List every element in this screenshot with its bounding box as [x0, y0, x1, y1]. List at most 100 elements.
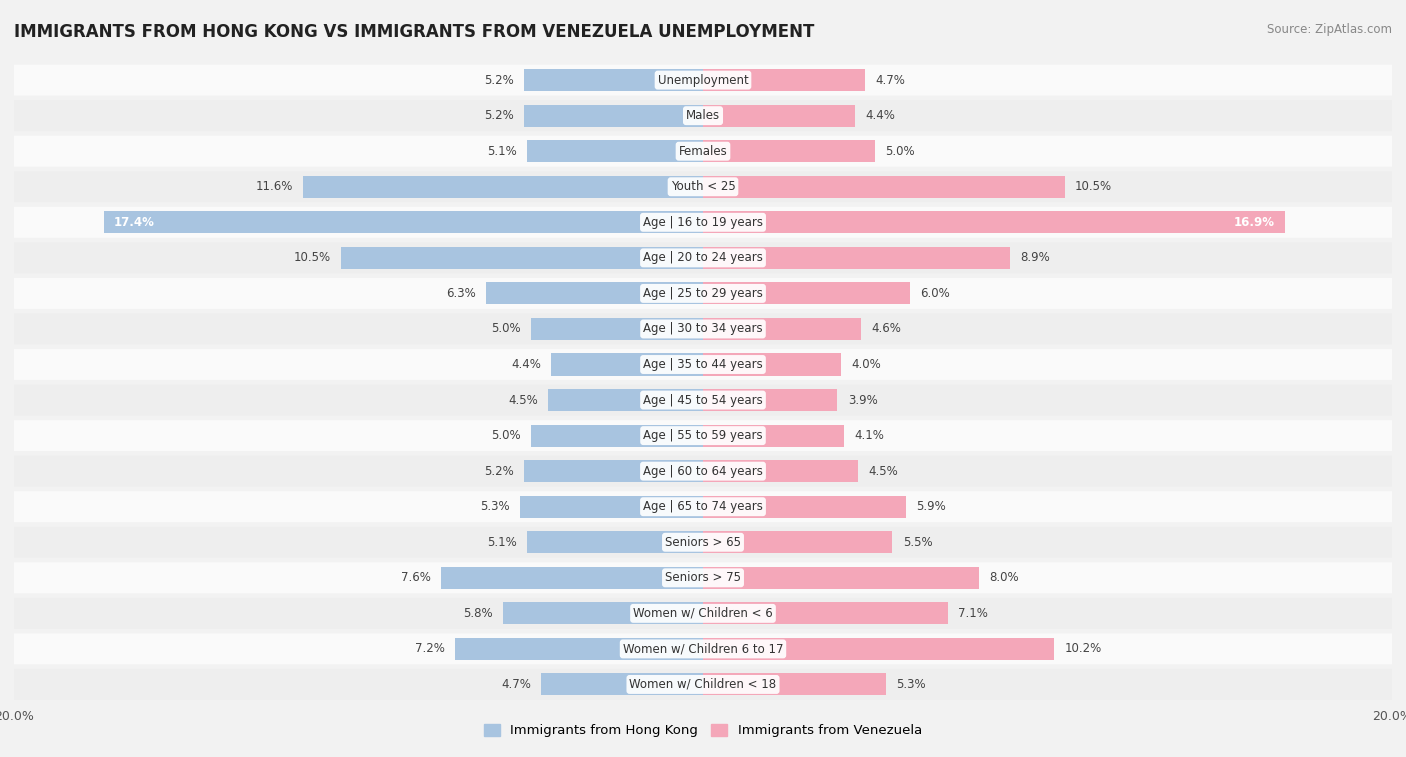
Bar [703, 140, 875, 162]
Text: 7.1%: 7.1% [957, 607, 988, 620]
FancyBboxPatch shape [14, 420, 1392, 451]
Bar [703, 389, 838, 411]
Text: 5.3%: 5.3% [896, 678, 925, 691]
Bar [524, 69, 703, 91]
Text: 4.1%: 4.1% [855, 429, 884, 442]
Text: IMMIGRANTS FROM HONG KONG VS IMMIGRANTS FROM VENEZUELA UNEMPLOYMENT: IMMIGRANTS FROM HONG KONG VS IMMIGRANTS … [14, 23, 814, 41]
Bar [503, 603, 703, 625]
Text: 7.6%: 7.6% [401, 572, 430, 584]
Text: Seniors > 65: Seniors > 65 [665, 536, 741, 549]
Text: 6.3%: 6.3% [446, 287, 475, 300]
Text: Age | 20 to 24 years: Age | 20 to 24 years [643, 251, 763, 264]
FancyBboxPatch shape [14, 207, 1392, 238]
FancyBboxPatch shape [14, 278, 1392, 309]
Text: 4.4%: 4.4% [512, 358, 541, 371]
Text: 7.2%: 7.2% [415, 643, 444, 656]
FancyBboxPatch shape [14, 313, 1392, 344]
Bar [703, 496, 907, 518]
Bar [304, 176, 703, 198]
Text: Age | 30 to 34 years: Age | 30 to 34 years [643, 322, 763, 335]
Text: Seniors > 75: Seniors > 75 [665, 572, 741, 584]
Bar [703, 638, 1054, 660]
Text: 4.5%: 4.5% [869, 465, 898, 478]
FancyBboxPatch shape [14, 385, 1392, 416]
Bar [551, 354, 703, 375]
Bar [703, 531, 893, 553]
FancyBboxPatch shape [14, 491, 1392, 522]
Bar [520, 496, 703, 518]
Text: 4.4%: 4.4% [865, 109, 894, 122]
Text: 5.8%: 5.8% [463, 607, 494, 620]
Text: 11.6%: 11.6% [256, 180, 292, 193]
Text: Age | 16 to 19 years: Age | 16 to 19 years [643, 216, 763, 229]
Text: Women w/ Children < 6: Women w/ Children < 6 [633, 607, 773, 620]
FancyBboxPatch shape [14, 136, 1392, 167]
Text: Age | 60 to 64 years: Age | 60 to 64 years [643, 465, 763, 478]
Bar [548, 389, 703, 411]
Bar [527, 140, 703, 162]
Text: Females: Females [679, 145, 727, 157]
Bar [703, 425, 844, 447]
Bar [703, 282, 910, 304]
Text: Women w/ Children < 18: Women w/ Children < 18 [630, 678, 776, 691]
Bar [703, 318, 862, 340]
Text: 3.9%: 3.9% [848, 394, 877, 407]
Bar [456, 638, 703, 660]
Text: 6.0%: 6.0% [920, 287, 950, 300]
Text: 5.1%: 5.1% [488, 145, 517, 157]
FancyBboxPatch shape [14, 527, 1392, 558]
Text: 8.9%: 8.9% [1019, 251, 1050, 264]
Text: 5.2%: 5.2% [484, 465, 513, 478]
Text: Source: ZipAtlas.com: Source: ZipAtlas.com [1267, 23, 1392, 36]
Bar [524, 104, 703, 126]
Text: 10.5%: 10.5% [1076, 180, 1112, 193]
Bar [703, 460, 858, 482]
Bar [703, 176, 1064, 198]
Text: 5.3%: 5.3% [481, 500, 510, 513]
Text: 4.7%: 4.7% [875, 73, 905, 86]
Bar [486, 282, 703, 304]
Text: 4.0%: 4.0% [851, 358, 882, 371]
Text: 5.2%: 5.2% [484, 109, 513, 122]
Text: Youth < 25: Youth < 25 [671, 180, 735, 193]
Bar [703, 354, 841, 375]
Text: 10.2%: 10.2% [1064, 643, 1102, 656]
Text: Age | 25 to 29 years: Age | 25 to 29 years [643, 287, 763, 300]
Text: 5.0%: 5.0% [491, 322, 520, 335]
Text: 5.9%: 5.9% [917, 500, 946, 513]
Text: 17.4%: 17.4% [114, 216, 155, 229]
Text: 5.1%: 5.1% [488, 536, 517, 549]
Bar [104, 211, 703, 233]
Bar [342, 247, 703, 269]
Text: 5.5%: 5.5% [903, 536, 932, 549]
FancyBboxPatch shape [14, 669, 1392, 700]
Text: 4.6%: 4.6% [872, 322, 901, 335]
Text: 5.0%: 5.0% [491, 429, 520, 442]
Bar [703, 211, 1285, 233]
FancyBboxPatch shape [14, 598, 1392, 629]
Bar [527, 531, 703, 553]
Text: Age | 55 to 59 years: Age | 55 to 59 years [643, 429, 763, 442]
Text: 10.5%: 10.5% [294, 251, 330, 264]
Bar [441, 567, 703, 589]
Bar [524, 460, 703, 482]
Text: 4.5%: 4.5% [508, 394, 537, 407]
Text: Age | 35 to 44 years: Age | 35 to 44 years [643, 358, 763, 371]
Bar [531, 318, 703, 340]
FancyBboxPatch shape [14, 100, 1392, 131]
FancyBboxPatch shape [14, 456, 1392, 487]
FancyBboxPatch shape [14, 242, 1392, 273]
FancyBboxPatch shape [14, 562, 1392, 593]
Text: 5.2%: 5.2% [484, 73, 513, 86]
Bar [541, 674, 703, 696]
Bar [703, 603, 948, 625]
FancyBboxPatch shape [14, 171, 1392, 202]
Text: Age | 65 to 74 years: Age | 65 to 74 years [643, 500, 763, 513]
Bar [703, 247, 1010, 269]
FancyBboxPatch shape [14, 634, 1392, 665]
Text: 8.0%: 8.0% [988, 572, 1018, 584]
Bar [531, 425, 703, 447]
Text: 5.0%: 5.0% [886, 145, 915, 157]
Bar [703, 674, 886, 696]
Text: Women w/ Children 6 to 17: Women w/ Children 6 to 17 [623, 643, 783, 656]
